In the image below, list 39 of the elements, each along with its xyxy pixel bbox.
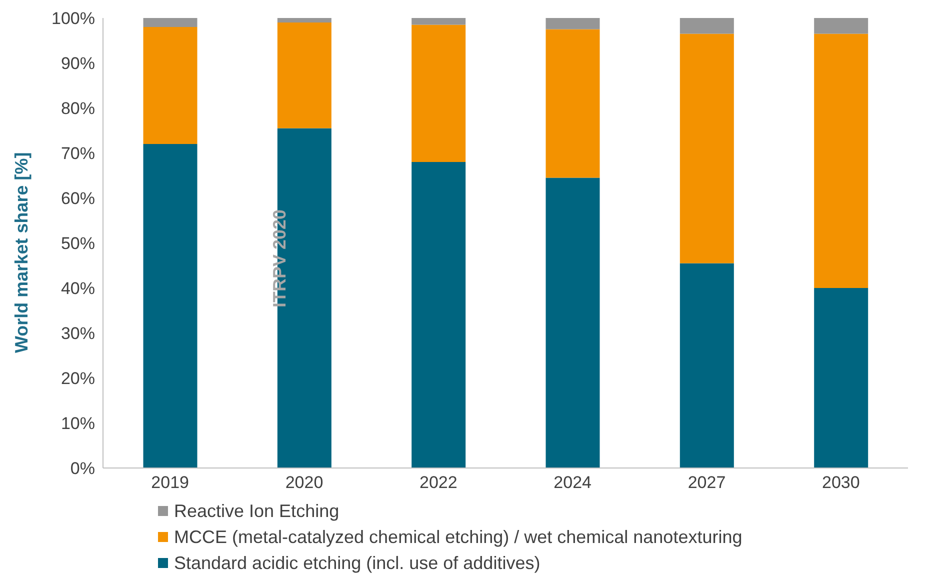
bar	[546, 178, 600, 468]
bar	[143, 27, 198, 144]
legend-label: Reactive Ion Etching	[174, 500, 340, 522]
y-tick-label: 20%	[60, 369, 95, 388]
y-tick-label: 0%	[70, 459, 95, 478]
y-tick-label: 100%	[52, 9, 95, 28]
y-tick-label: 80%	[60, 99, 95, 118]
x-tick-label: 2019	[151, 473, 189, 492]
bar	[143, 144, 198, 468]
bar	[814, 288, 868, 468]
bar	[814, 18, 868, 34]
bar	[814, 34, 868, 288]
y-tick-label: 40%	[60, 279, 95, 298]
legend-label: MCCE (metal-catalyzed chemical etching) / wet chemical nanotexturing	[174, 526, 742, 548]
bar	[546, 29, 600, 178]
bar	[143, 18, 198, 27]
y-tick-label: 10%	[60, 414, 95, 434]
y-tick-label: 30%	[60, 324, 95, 344]
bar	[680, 34, 734, 264]
y-tick-label: 90%	[60, 54, 95, 74]
x-tick-label: 2030	[822, 473, 860, 492]
y-axis-title: World market share [%]	[11, 152, 32, 353]
bar	[412, 162, 466, 468]
bar	[546, 18, 600, 30]
y-tick-label: 60%	[60, 189, 95, 208]
bar	[680, 263, 734, 468]
bar	[680, 18, 734, 34]
bar	[412, 18, 466, 25]
bar	[412, 24, 466, 162]
y-tick-label: 50%	[60, 234, 95, 254]
bar	[277, 18, 332, 22]
x-tick-label: 2020	[285, 473, 324, 492]
y-tick-label: 70%	[60, 144, 95, 164]
x-tick-label: 2024	[554, 473, 592, 492]
legend-label: Standard acidic etching (incl. use of additives)	[174, 552, 540, 574]
bar	[277, 22, 332, 128]
annotation: ITRPV 2020	[270, 208, 290, 308]
x-tick-label: 2027	[688, 473, 726, 492]
x-tick-label: 2022	[420, 473, 458, 492]
